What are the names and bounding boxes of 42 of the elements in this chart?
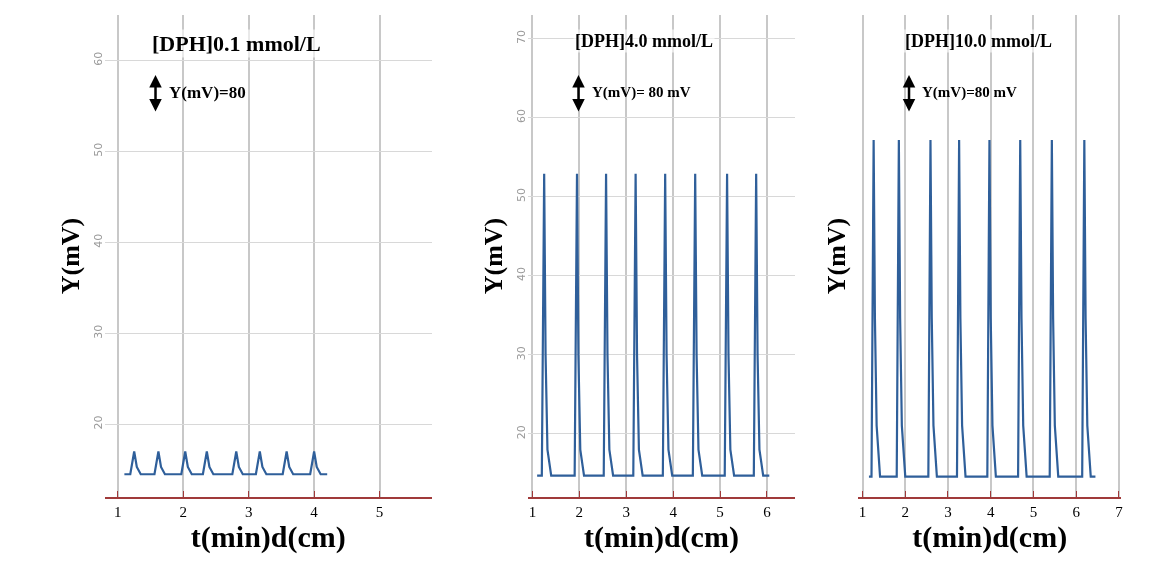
x-tick-label: 5 xyxy=(1029,504,1038,520)
y-tick-label: 30 xyxy=(514,346,528,361)
x-tick-label: 2 xyxy=(901,504,910,520)
y-axis-title: Y(mV) xyxy=(478,217,508,295)
x-axis-title: t(min)d(cm) xyxy=(912,520,1068,554)
x-tick-label: 6 xyxy=(763,504,772,520)
text: Y(mV)=80 mV xyxy=(922,84,1017,101)
y-tick-label: 60 xyxy=(514,109,528,124)
text: [DPH]4.0 mmol/L xyxy=(575,31,713,51)
x-tick-label: 1 xyxy=(114,504,122,520)
y-tick-label: 60 xyxy=(91,51,105,66)
y-axis-title: Y(mV) xyxy=(821,217,851,295)
annotation: Y(mV)=80 xyxy=(169,83,246,102)
y-tick-label: 20 xyxy=(91,415,105,430)
x-tick-label: 3 xyxy=(622,504,630,520)
x-tick-label: 3 xyxy=(244,504,253,520)
x-tick-label: 3 xyxy=(944,504,952,520)
x-tick-label: 5 xyxy=(375,504,384,520)
x-tick-label: 4 xyxy=(310,504,319,520)
y-tick-label: 70 xyxy=(514,30,528,45)
x-tick-label: 1 xyxy=(528,504,537,520)
x-tick-label: 2 xyxy=(575,504,584,520)
x-tick-label: 4 xyxy=(669,504,678,520)
chart-title: [DPH]10.0 mmol/L xyxy=(905,31,1052,51)
y-axis-title: Y(mV) xyxy=(55,217,85,295)
y-tick-label: 50 xyxy=(514,188,528,203)
x-axis-title: t(min)d(cm) xyxy=(190,520,346,554)
x-tick-label: 6 xyxy=(1072,504,1081,520)
y-tick-label: 40 xyxy=(514,267,528,282)
x-axis-title: t(min)d(cm) xyxy=(583,520,739,554)
y-tick-label: 20 xyxy=(514,425,528,440)
y-tick-label: 40 xyxy=(91,233,105,248)
line-series xyxy=(536,172,771,477)
text: [DPH]0.1 mmol/L xyxy=(152,31,321,56)
y-tick-label: 50 xyxy=(91,142,105,157)
x-tick-label: 5 xyxy=(716,504,724,520)
x-tick-label: 1 xyxy=(858,504,867,520)
y-tick-label: 30 xyxy=(91,324,105,339)
x-tick-label: 7 xyxy=(1115,504,1124,520)
x-tick-label: 4 xyxy=(986,504,995,520)
annotation: Y(mV)= 80 mV xyxy=(592,84,691,101)
x-tick-label: 2 xyxy=(179,504,188,520)
